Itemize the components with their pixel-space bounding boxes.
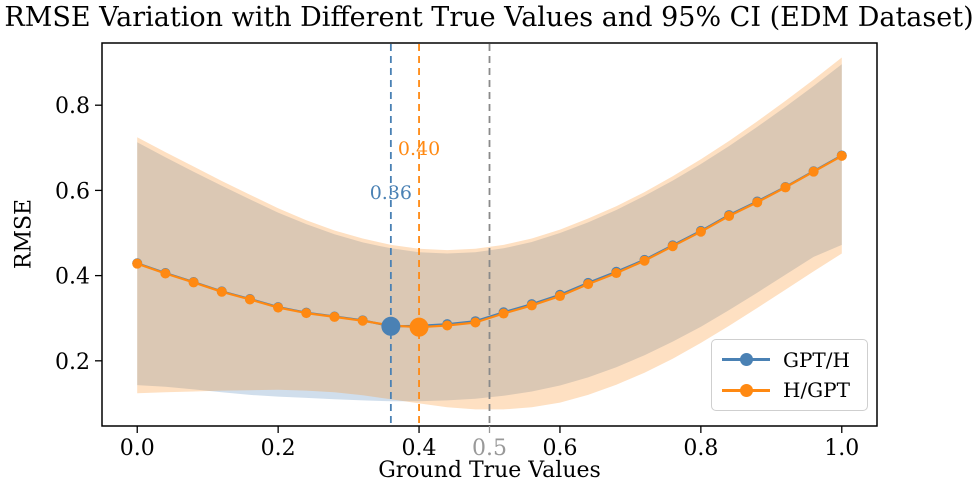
data-marker	[611, 268, 622, 279]
data-marker	[526, 300, 537, 311]
data-marker	[273, 302, 284, 313]
x-tick-label: 0.4	[402, 436, 437, 461]
data-marker	[808, 166, 819, 177]
data-marker	[667, 241, 678, 252]
data-marker	[554, 291, 565, 302]
data-marker	[357, 315, 368, 326]
x-tick-label: 1.0	[824, 436, 859, 461]
legend-label-gpt-h: GPT/H	[783, 347, 850, 372]
data-marker	[442, 320, 453, 331]
data-marker	[132, 258, 143, 269]
legend-swatch-h-gpt	[722, 383, 770, 397]
data-marker	[639, 255, 650, 266]
data-marker	[244, 294, 255, 305]
data-marker	[780, 182, 791, 193]
x-tick-label: 0.6	[542, 436, 577, 461]
data-marker	[752, 197, 763, 208]
annotation-min-gpt-h: 0.36	[369, 181, 413, 204]
data-marker	[583, 279, 594, 290]
legend-label-h-gpt: H/GPT	[783, 378, 850, 403]
x-tick-label: 0.5	[472, 436, 507, 461]
data-marker	[724, 210, 735, 221]
y-tick-label: 0.8	[55, 94, 90, 119]
legend-item-h-gpt: H/GPT	[722, 375, 857, 405]
data-marker	[498, 308, 509, 319]
ci-band-gpt-h	[137, 64, 842, 402]
data-marker	[301, 308, 312, 319]
ci-band-h-gpt	[137, 57, 842, 410]
data-marker	[836, 150, 847, 161]
data-marker	[329, 311, 340, 322]
min-marker-h-gpt	[409, 317, 429, 337]
x-tick-label: 0.0	[120, 436, 155, 461]
x-tick-label: 0.8	[683, 436, 718, 461]
x-tick-label: 0.2	[261, 436, 296, 461]
legend-item-gpt-h: GPT/H	[722, 345, 857, 375]
x-axis-label: Ground True Values	[378, 458, 601, 483]
legend-dot-icon	[739, 383, 753, 397]
data-marker	[695, 226, 706, 237]
min-marker-gpt-h	[381, 316, 401, 336]
legend-dot-icon	[739, 353, 753, 367]
y-tick-label: 0.2	[55, 350, 90, 375]
data-marker	[216, 286, 227, 297]
data-marker	[160, 268, 171, 279]
legend: GPT/H H/GPT	[711, 339, 868, 411]
data-marker	[470, 317, 481, 328]
annotation-min-h-gpt: 0.40	[397, 138, 441, 161]
y-tick-label: 0.6	[55, 179, 90, 204]
legend-swatch-gpt-h	[722, 353, 770, 367]
data-marker	[188, 277, 199, 288]
chart-title: RMSE Variation with Different True Value…	[4, 2, 974, 33]
y-tick-label: 0.4	[55, 265, 90, 290]
